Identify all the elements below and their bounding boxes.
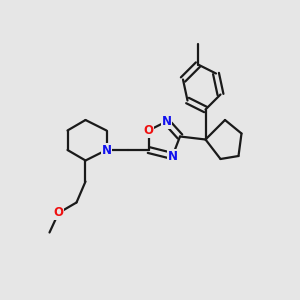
Text: N: N [161, 115, 172, 128]
Text: N: N [101, 143, 112, 157]
Text: N: N [167, 149, 178, 163]
Text: O: O [53, 206, 64, 220]
Text: O: O [143, 124, 154, 137]
